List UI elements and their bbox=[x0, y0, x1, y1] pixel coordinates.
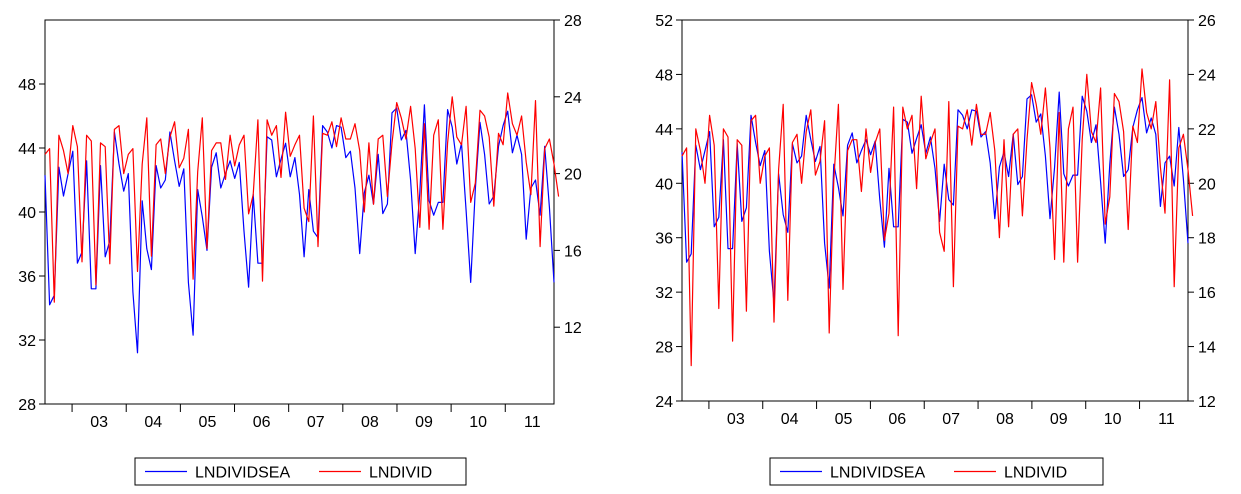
legend-label-lndivid: LNDIVID bbox=[369, 465, 432, 482]
left-tick-label: 28 bbox=[18, 397, 36, 414]
x-tick-label: 05 bbox=[199, 414, 217, 431]
series-line-lndivid bbox=[681, 68, 1194, 367]
right-tick-label: 16 bbox=[564, 243, 582, 260]
right-tick-label: 16 bbox=[1198, 285, 1216, 302]
chart-panel-2: 24 28 32 36 40 44 48 52 12 14 16 18 20 22 24 26 03 04 05 06… bbox=[655, 13, 1216, 486]
left-tick-label: 40 bbox=[655, 176, 673, 193]
right-tick-label: 20 bbox=[564, 167, 582, 184]
series-line-lndivid bbox=[44, 92, 560, 303]
x-tick-label: 11 bbox=[524, 414, 541, 431]
right-tick-label: 14 bbox=[1198, 340, 1216, 357]
x-tick-label: 11 bbox=[1158, 411, 1175, 428]
x-tick-label: 07 bbox=[307, 414, 325, 431]
right-tick-label: 28 bbox=[564, 13, 582, 30]
legend-box bbox=[769, 457, 1104, 486]
x-tick-label: 08 bbox=[361, 414, 379, 431]
left-tick-label: 40 bbox=[18, 205, 36, 222]
right-tick-label: 18 bbox=[1198, 231, 1216, 248]
plot-frame bbox=[681, 19, 1189, 402]
x-tick-label: 07 bbox=[942, 411, 960, 428]
left-tick-label: 36 bbox=[655, 231, 673, 248]
right-tick-label: 22 bbox=[1198, 122, 1216, 139]
series-line-lndividsea bbox=[44, 104, 555, 354]
left-tick-label: 52 bbox=[655, 13, 673, 30]
right-tick-label: 12 bbox=[564, 320, 582, 337]
right-tick-label: 20 bbox=[1198, 176, 1216, 193]
x-tick-label: 06 bbox=[888, 411, 906, 428]
plot-frame bbox=[44, 19, 555, 405]
left-tick-label: 48 bbox=[18, 77, 36, 94]
left-tick-label: 24 bbox=[655, 394, 673, 411]
x-tick-label: 09 bbox=[1050, 411, 1068, 428]
chart-panel-1: 28 32 36 40 44 48 12 16 20 24 28 03 04 05 06 07 08 09 10 11… bbox=[18, 13, 582, 486]
legend: LNDIVIDSEA LNDIVID bbox=[769, 457, 1104, 486]
right-tick-label: 26 bbox=[1198, 13, 1216, 30]
legend-label-lndividsea: LNDIVIDSEA bbox=[830, 465, 925, 482]
x-tick-label: 06 bbox=[253, 414, 271, 431]
series-line-lndividsea bbox=[681, 91, 1189, 304]
left-tick-label: 48 bbox=[655, 67, 673, 84]
x-tick-label: 05 bbox=[835, 411, 853, 428]
legend: LNDIVIDSEA LNDIVID bbox=[134, 457, 467, 486]
x-tick-label: 04 bbox=[144, 414, 162, 431]
x-tick-label: 10 bbox=[1104, 411, 1122, 428]
x-tick-label: 03 bbox=[727, 411, 745, 428]
legend-box bbox=[134, 457, 467, 486]
left-tick-label: 28 bbox=[655, 340, 673, 357]
legend-label-lndividsea: LNDIVIDSEA bbox=[195, 465, 290, 482]
left-tick-label: 36 bbox=[18, 269, 36, 286]
left-tick-label: 44 bbox=[18, 141, 36, 158]
left-tick-label: 32 bbox=[18, 333, 36, 350]
right-tick-label: 24 bbox=[1198, 67, 1216, 84]
left-tick-label: 44 bbox=[655, 122, 673, 139]
right-tick-label: 24 bbox=[564, 90, 582, 107]
x-tick-label: 09 bbox=[415, 414, 433, 431]
legend-label-lndivid: LNDIVID bbox=[1004, 465, 1067, 482]
x-tick-label: 03 bbox=[90, 414, 108, 431]
x-tick-label: 04 bbox=[781, 411, 799, 428]
x-tick-label: 08 bbox=[996, 411, 1014, 428]
right-tick-label: 12 bbox=[1198, 394, 1216, 411]
x-tick-label: 10 bbox=[469, 414, 487, 431]
left-tick-label: 32 bbox=[655, 285, 673, 302]
